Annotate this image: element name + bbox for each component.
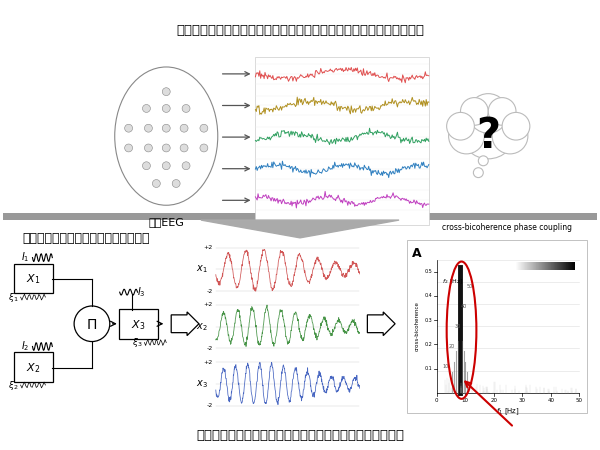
Circle shape: [460, 98, 488, 125]
Text: cross-bicoherence phase coupling: cross-bicoherence phase coupling: [442, 223, 572, 232]
Circle shape: [162, 144, 170, 152]
Text: $\xi_3$: $\xi_3$: [131, 336, 142, 349]
Text: 0.5: 0.5: [425, 269, 433, 274]
Circle shape: [162, 88, 170, 95]
Text: 提案手法：特定の周波数領域に注目し相互作用を検出可能: 提案手法：特定の周波数領域に注目し相互作用を検出可能: [196, 429, 404, 442]
Text: $\xi_2$: $\xi_2$: [8, 378, 18, 392]
Ellipse shape: [115, 67, 218, 205]
Text: 30: 30: [519, 398, 526, 403]
Text: $\xi_1$: $\xi_1$: [8, 291, 18, 304]
Circle shape: [473, 168, 483, 178]
Text: 0.2: 0.2: [425, 342, 433, 347]
Text: +2: +2: [203, 302, 213, 307]
Text: $\Pi$: $\Pi$: [86, 318, 97, 332]
FancyArrow shape: [171, 312, 199, 336]
Circle shape: [488, 98, 516, 125]
Text: $f_1$ [Hz]: $f_1$ [Hz]: [496, 407, 520, 417]
Text: 10: 10: [443, 364, 449, 369]
Circle shape: [478, 156, 488, 166]
Text: +2: +2: [203, 360, 213, 365]
Circle shape: [449, 118, 484, 154]
Polygon shape: [201, 220, 399, 238]
Text: $I_2$: $I_2$: [20, 340, 29, 353]
Circle shape: [200, 144, 208, 152]
Text: 問い：周期的な生体シグナル間の非線形な相互作用を検出できるか？: 問い：周期的な生体シグナル間の非線形な相互作用を検出できるか？: [176, 24, 424, 37]
Text: 20: 20: [448, 344, 455, 349]
Circle shape: [502, 112, 530, 140]
Circle shape: [74, 306, 110, 342]
Circle shape: [446, 112, 475, 140]
Text: A: A: [412, 247, 422, 260]
Text: 0.4: 0.4: [425, 293, 433, 298]
Text: -2: -2: [206, 403, 213, 408]
Circle shape: [182, 104, 190, 112]
Text: $I_1$: $I_1$: [20, 251, 29, 265]
Circle shape: [125, 144, 133, 152]
Circle shape: [182, 162, 190, 170]
Text: 非線形な相互作用のシミュレーション: 非線形な相互作用のシミュレーション: [23, 232, 150, 245]
Bar: [3, 213, 597, 220]
Text: $x_1$: $x_1$: [196, 264, 208, 275]
Text: 0: 0: [435, 398, 439, 403]
Text: ?: ?: [476, 115, 500, 157]
Bar: [256, 57, 429, 225]
Circle shape: [492, 118, 528, 154]
Circle shape: [460, 104, 516, 159]
FancyBboxPatch shape: [14, 264, 53, 293]
Text: $f_2$ [Hz]: $f_2$ [Hz]: [442, 277, 463, 286]
Text: $x_3$: $x_3$: [196, 378, 208, 390]
Text: 0.3: 0.3: [425, 318, 433, 323]
Circle shape: [145, 124, 152, 132]
Text: $I_3$: $I_3$: [137, 285, 145, 299]
Circle shape: [180, 144, 188, 152]
Circle shape: [469, 94, 508, 133]
Text: $X_3$: $X_3$: [131, 318, 146, 332]
Text: 40: 40: [547, 398, 554, 403]
Text: 0.1: 0.1: [425, 366, 433, 371]
Text: -2: -2: [206, 346, 213, 351]
Text: $x_2$: $x_2$: [196, 321, 208, 333]
Circle shape: [142, 162, 151, 170]
Text: 50: 50: [576, 398, 583, 403]
Text: 40: 40: [460, 304, 467, 309]
Text: -2: -2: [206, 288, 213, 294]
Text: 30: 30: [454, 324, 461, 329]
Text: 例：EEG: 例：EEG: [148, 217, 184, 227]
Text: 20: 20: [490, 398, 497, 403]
Circle shape: [162, 104, 170, 112]
Text: 10: 10: [462, 398, 469, 403]
Circle shape: [125, 124, 133, 132]
Text: $X_1$: $X_1$: [26, 272, 41, 286]
Circle shape: [162, 162, 170, 170]
Circle shape: [142, 104, 151, 112]
Circle shape: [200, 124, 208, 132]
Text: 50: 50: [466, 284, 473, 289]
Circle shape: [145, 144, 152, 152]
Circle shape: [180, 124, 188, 132]
Text: +2: +2: [203, 245, 213, 250]
FancyArrow shape: [367, 312, 395, 336]
FancyBboxPatch shape: [14, 352, 53, 382]
Text: $X_2$: $X_2$: [26, 361, 41, 375]
Circle shape: [152, 180, 160, 188]
Circle shape: [162, 124, 170, 132]
Circle shape: [172, 180, 180, 188]
FancyBboxPatch shape: [119, 309, 158, 338]
Text: cross-bicoherence: cross-bicoherence: [415, 302, 419, 351]
Bar: [407, 240, 587, 413]
